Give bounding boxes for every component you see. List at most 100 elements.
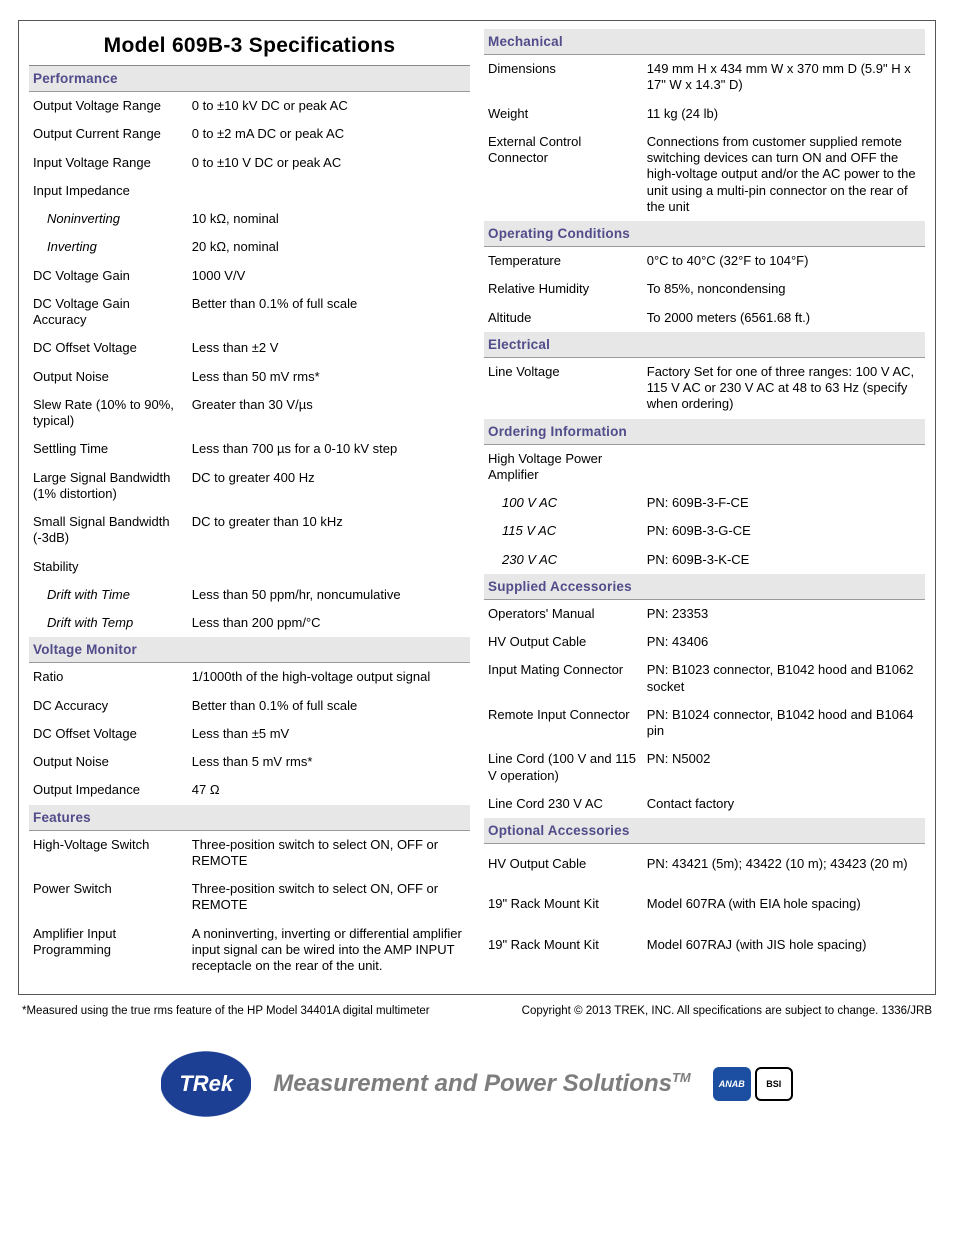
section-header: Features (29, 805, 470, 831)
spec-label: Amplifier Input Programming (29, 920, 188, 981)
spec-value: DC to greater 400 Hz (188, 464, 470, 509)
right-sections: MechanicalDimensions149 mm H x 434 mm W … (484, 29, 925, 965)
spec-label: Power Switch (29, 875, 188, 920)
table-row: Output Current Range0 to ±2 mA DC or pea… (29, 120, 470, 148)
table-row: AltitudeTo 2000 meters (6561.68 ft.) (484, 304, 925, 332)
table-row: Input Impedance (29, 177, 470, 205)
spec-label: High-Voltage Switch (29, 831, 188, 876)
spec-label: Large Signal Bandwidth (1% distortion) (29, 464, 188, 509)
section-header: Mechanical (484, 29, 925, 55)
table-row: Relative HumidityTo 85%, noncondensing (484, 275, 925, 303)
spec-value: Model 607RA (with EIA hole spacing) (643, 884, 925, 924)
spec-value: To 2000 meters (6561.68 ft.) (643, 304, 925, 332)
spec-label: Output Current Range (29, 120, 188, 148)
spec-value: PN: 609B-3-F-CE (643, 489, 925, 517)
spec-table: Temperature0°C to 40°C (32°F to 104°F)Re… (484, 247, 925, 332)
spec-label: 230 V AC (484, 546, 643, 574)
table-row: Line Cord 230 V ACContact factory (484, 790, 925, 818)
spec-label: External Control Connector (484, 128, 643, 221)
spec-label: 115 V AC (484, 517, 643, 545)
spec-label: Slew Rate (10% to 90%, typical) (29, 391, 188, 436)
table-row: DC Offset VoltageLess than ±2 V (29, 334, 470, 362)
spec-label: DC Offset Voltage (29, 720, 188, 748)
left-sections: PerformanceOutput Voltage Range0 to ±10 … (29, 66, 470, 980)
left-column: Model 609B-3 Specifications PerformanceO… (29, 29, 470, 980)
spec-value: To 85%, noncondensing (643, 275, 925, 303)
spec-value: Less than ±2 V (188, 334, 470, 362)
spec-label: Settling Time (29, 435, 188, 463)
spec-label: Ratio (29, 663, 188, 691)
spec-value: Connections from customer supplied remot… (643, 128, 925, 221)
spec-value: PN: 609B-3-G-CE (643, 517, 925, 545)
spec-label: Line Cord 230 V AC (484, 790, 643, 818)
spec-label: Stability (29, 553, 188, 581)
table-row: High Voltage Power Amplifier (484, 445, 925, 490)
section-header: Optional Accessories (484, 818, 925, 844)
footnote-right: Copyright © 2013 TREK, INC. All specific… (522, 1005, 932, 1017)
right-column: MechanicalDimensions149 mm H x 434 mm W … (484, 29, 925, 980)
spec-label: Input Voltage Range (29, 149, 188, 177)
spec-value: Better than 0.1% of full scale (188, 692, 470, 720)
spec-value: Less than ±5 mV (188, 720, 470, 748)
table-row: HV Output CablePN: 43421 (5m); 43422 (10… (484, 844, 925, 884)
table-row: Output Voltage Range0 to ±10 kV DC or pe… (29, 92, 470, 120)
spec-table: Output Voltage Range0 to ±10 kV DC or pe… (29, 92, 470, 637)
spec-label: DC Voltage Gain (29, 262, 188, 290)
table-row: 100 V ACPN: 609B-3-F-CE (484, 489, 925, 517)
cert-logos: ANAB BSI (713, 1067, 793, 1101)
spec-label: 19" Rack Mount Kit (484, 925, 643, 965)
spec-label: Input Impedance (29, 177, 188, 205)
table-row: Inverting20 kΩ, nominal (29, 233, 470, 261)
spec-label: Drift with Temp (29, 609, 188, 637)
spec-table: High-Voltage SwitchThree-position switch… (29, 831, 470, 981)
spec-label: Output Noise (29, 363, 188, 391)
table-row: Output Impedance47 Ω (29, 776, 470, 804)
spec-value: DC to greater than 10 kHz (188, 508, 470, 553)
table-row: Noninverting10 kΩ, nominal (29, 205, 470, 233)
spec-label: HV Output Cable (484, 628, 643, 656)
table-row: Input Voltage Range0 to ±10 V DC or peak… (29, 149, 470, 177)
table-row: DC Voltage Gain1000 V/V (29, 262, 470, 290)
table-row: Remote Input ConnectorPN: B1024 connecto… (484, 701, 925, 746)
table-row: DC AccuracyBetter than 0.1% of full scal… (29, 692, 470, 720)
table-row: Operators' ManualPN: 23353 (484, 600, 925, 628)
spec-value: Less than 50 mV rms* (188, 363, 470, 391)
spec-value: PN: N5002 (643, 745, 925, 790)
spec-label: Line Voltage (484, 358, 643, 419)
spec-value (188, 553, 470, 581)
table-row: Stability (29, 553, 470, 581)
tagline: Measurement and Power SolutionsTM (273, 1070, 691, 1098)
table-row: Large Signal Bandwidth (1% distortion)DC… (29, 464, 470, 509)
table-row: Output NoiseLess than 5 mV rms* (29, 748, 470, 776)
spec-sheet: Model 609B-3 Specifications PerformanceO… (18, 20, 936, 995)
spec-value: Contact factory (643, 790, 925, 818)
spec-value: PN: 609B-3-K-CE (643, 546, 925, 574)
spec-label: Drift with Time (29, 581, 188, 609)
spec-label: Weight (484, 100, 643, 128)
table-row: 19" Rack Mount KitModel 607RA (with EIA … (484, 884, 925, 924)
spec-label: DC Offset Voltage (29, 334, 188, 362)
spec-value: Greater than 30 V/µs (188, 391, 470, 436)
section-header: Operating Conditions (484, 221, 925, 247)
spec-value: 0 to ±10 kV DC or peak AC (188, 92, 470, 120)
table-row: Slew Rate (10% to 90%, typical)Greater t… (29, 391, 470, 436)
spec-value: 47 Ω (188, 776, 470, 804)
bsi-badge-icon: BSI (755, 1067, 793, 1101)
table-row: HV Output CablePN: 43406 (484, 628, 925, 656)
spec-label: Small Signal Bandwidth (-3dB) (29, 508, 188, 553)
spec-table: Dimensions149 mm H x 434 mm W x 370 mm D… (484, 55, 925, 221)
spec-value: Less than 5 mV rms* (188, 748, 470, 776)
trek-logo: TRek (161, 1049, 251, 1119)
table-row: Drift with TimeLess than 50 ppm/hr, nonc… (29, 581, 470, 609)
spec-table: Ratio1/1000th of the high-voltage output… (29, 663, 470, 804)
spec-value: PN: 43406 (643, 628, 925, 656)
spec-value: Less than 200 ppm/°C (188, 609, 470, 637)
footer: TRek Measurement and Power SolutionsTM A… (18, 1049, 936, 1119)
spec-value: 0°C to 40°C (32°F to 104°F) (643, 247, 925, 275)
table-row: Dimensions149 mm H x 434 mm W x 370 mm D… (484, 55, 925, 100)
spec-label: DC Accuracy (29, 692, 188, 720)
table-row: Small Signal Bandwidth (-3dB)DC to great… (29, 508, 470, 553)
spec-table: Operators' ManualPN: 23353HV Output Cabl… (484, 600, 925, 818)
spec-table: Line VoltageFactory Set for one of three… (484, 358, 925, 419)
table-row: Temperature0°C to 40°C (32°F to 104°F) (484, 247, 925, 275)
